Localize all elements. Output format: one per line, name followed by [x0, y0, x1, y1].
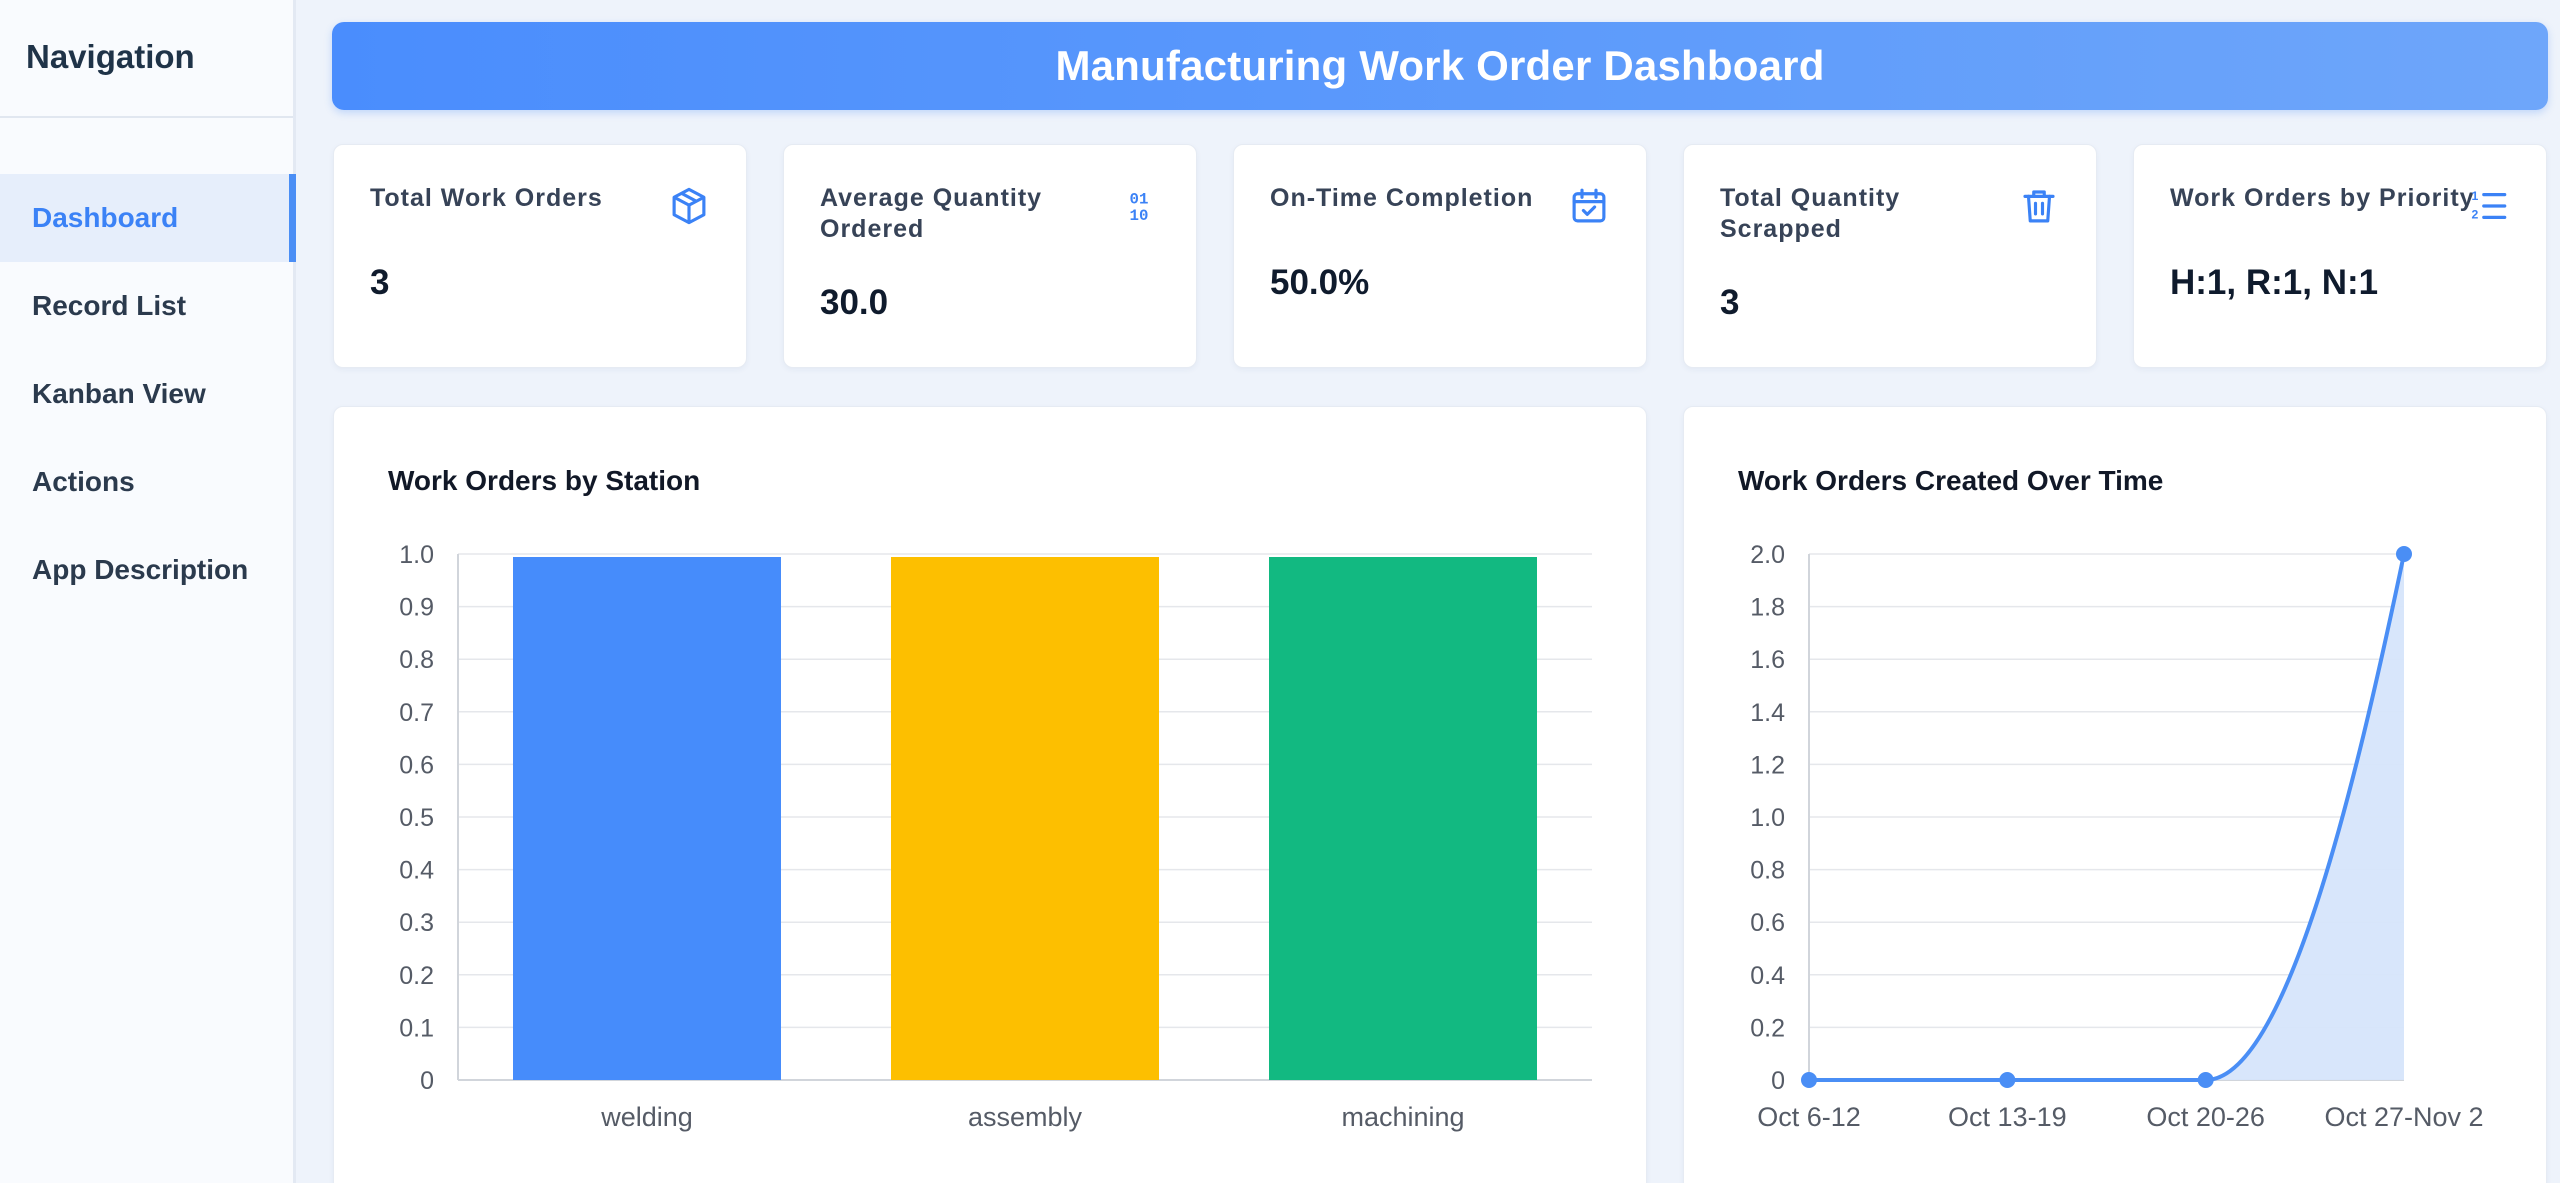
sidebar-nav: Dashboard Record List Kanban View Action…: [0, 174, 296, 614]
sidebar-item-kanban-view[interactable]: Kanban View: [32, 378, 206, 409]
sidebar: Navigation Dashboard Record List Kanban …: [0, 0, 296, 1183]
bar-machining: [1269, 557, 1537, 1080]
y-tick-label: 0.4: [399, 857, 434, 885]
header-banner: Manufacturing Work Order Dashboard: [332, 22, 2548, 110]
line-chart: 0 0.2 0.4 0.6 0.8 1.0 1.2 1.4 1.6 1.8 2.0 Oct 6-12 O…: [1750, 541, 2483, 1132]
data-point: [1999, 1072, 2016, 1088]
series-line: [1809, 553, 2406, 1082]
bar-assembly: [891, 557, 1159, 1080]
y-tick-label: 0.6: [1750, 909, 1785, 937]
y-tick-label: 1.0: [399, 541, 434, 569]
bar-welding: [513, 557, 781, 1080]
sidebar-item-actions[interactable]: Actions: [32, 466, 135, 497]
kpi-value: 3: [1720, 283, 1740, 322]
sidebar-item-app-description[interactable]: App Description: [32, 554, 249, 585]
calendar-check-icon: [1568, 185, 1610, 227]
kpi-value: 3: [370, 263, 390, 302]
page-title: Manufacturing Work Order Dashboard: [1055, 42, 1825, 89]
binary-icon: 01 10: [1118, 185, 1160, 227]
y-tick-label: 2.0: [1750, 541, 1785, 569]
data-point: [1801, 1072, 1817, 1088]
y-tick-label: 0.8: [399, 646, 434, 674]
data-point: [2197, 1072, 2214, 1088]
y-tick-label: 1.2: [1750, 751, 1785, 779]
trash-icon: [2018, 185, 2060, 227]
kpi-value: H:1, R:1, N:1: [2170, 263, 2379, 302]
kpi-card-total-quantity-scrapped: Total Quantity Scrapped 3: [1683, 144, 2097, 368]
x-tick-label: assembly: [968, 1102, 1083, 1132]
chart-card-work-orders-by-station: Work Orders by Station 0 0.1 0.2 0.3 0.4 0.5 0…: [333, 406, 1647, 1183]
x-tick-label: Oct 6-12: [1757, 1102, 1861, 1132]
kpi-card-total-work-orders: Total Work Orders 3: [333, 144, 747, 368]
kpi-card-on-time-completion: On-Time Completion 50.0%: [1233, 144, 1647, 368]
y-tick-label: 0.8: [1750, 857, 1785, 885]
x-tick-label: Oct 27-Nov 2: [2324, 1102, 2483, 1132]
y-tick-label: 1.0: [1750, 804, 1785, 832]
x-tick-label: Oct 20-26: [2146, 1102, 2265, 1132]
y-tick-label: 1.4: [1750, 699, 1785, 727]
svg-text:1: 1: [2472, 189, 2479, 203]
kpi-label: Average Quantity Ordered: [820, 184, 1043, 243]
svg-text:10: 10: [1130, 207, 1149, 225]
cube-icon: [668, 185, 710, 227]
kpi-label: Work Orders by Priority: [2170, 184, 2475, 212]
x-tick-label: Oct 13-19: [1948, 1102, 2067, 1132]
chart-title: Work Orders by Station: [388, 465, 701, 496]
y-tick-label: 0.6: [399, 751, 434, 779]
y-tick-label: 0.9: [399, 594, 434, 622]
x-tick-label: machining: [1341, 1102, 1464, 1132]
sidebar-item-record-list[interactable]: Record List: [32, 290, 187, 321]
svg-text:2: 2: [2472, 207, 2479, 221]
y-tick-label: 0.2: [1750, 1014, 1785, 1042]
y-tick-label: 0: [1771, 1067, 1785, 1095]
y-tick-label: 0: [420, 1067, 434, 1095]
sidebar-item-dashboard[interactable]: Dashboard: [0, 174, 296, 262]
y-tick-label: 0.1: [399, 1014, 434, 1042]
y-tick-label: 0.2: [399, 962, 434, 990]
y-tick-label: 1.8: [1750, 594, 1785, 622]
y-tick-label: 1.6: [1750, 646, 1785, 674]
chart-title: Work Orders Created Over Time: [1738, 465, 2164, 496]
kpi-label: On-Time Completion: [1270, 184, 1534, 212]
data-point: [2396, 546, 2412, 562]
y-tick-label: 0.5: [399, 804, 434, 832]
bar-chart: 0 0.1 0.2 0.3 0.4 0.5 0.6 0.7 0.8 0.9 1.0 welding as…: [399, 541, 1592, 1132]
y-tick-label: 0.4: [1750, 962, 1785, 990]
kpi-value: 30.0: [820, 283, 889, 322]
kpi-card-average-quantity: Average Quantity Ordered 01 10 30.0: [783, 144, 1197, 368]
series-area: [1809, 554, 2404, 1080]
y-tick-label: 0.3: [399, 909, 434, 937]
chart-card-work-orders-over-time: Work Orders Created Over Time 0 0.2 0.4 0.6…: [1683, 406, 2547, 1183]
svg-text:01: 01: [1130, 190, 1149, 208]
sidebar-title: Navigation: [0, 0, 293, 118]
kpi-label: Total Work Orders: [370, 184, 603, 212]
kpi-value: 50.0%: [1270, 263, 1370, 302]
y-tick-label: 0.7: [399, 699, 434, 727]
x-tick-label: welding: [600, 1102, 693, 1132]
kpi-label: Total Quantity Scrapped: [1720, 184, 1901, 243]
